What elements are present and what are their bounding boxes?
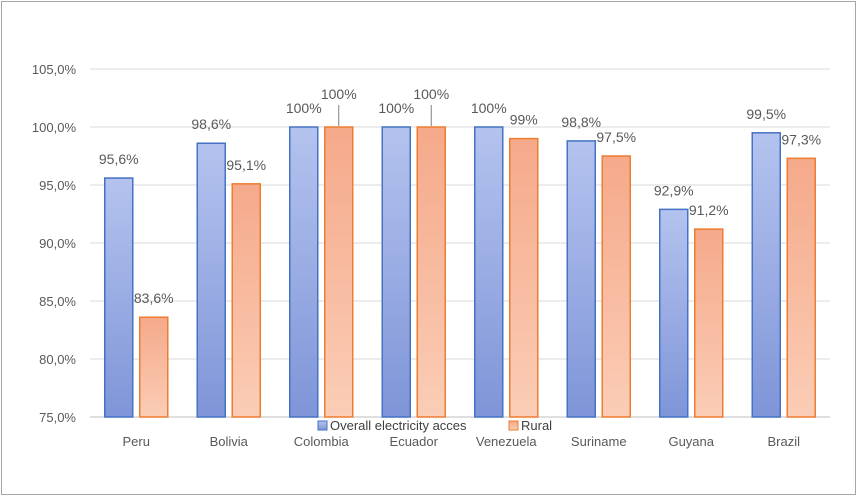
bar-overall-guyana (659, 208, 689, 418)
data-label: 100% (413, 86, 449, 102)
bar-overall-bolivia (196, 142, 226, 418)
x-tick-label: Guyana (668, 434, 714, 449)
bar-rural-colombia (324, 126, 354, 418)
y-tick-label: 75,0% (39, 410, 76, 425)
data-label: 95,1% (226, 157, 266, 173)
bar-overall-peru (104, 177, 134, 418)
data-label: 92,9% (654, 182, 694, 198)
bar-rural-brazil (786, 157, 816, 418)
bar-overall-brazil (751, 132, 781, 418)
x-tick-label: Brazil (767, 434, 800, 449)
x-tick-label: Suriname (571, 434, 627, 449)
legend-label-overall: Overall electricity acces (330, 418, 467, 433)
y-tick-label: 90,0% (39, 236, 76, 251)
data-label: 100% (378, 100, 414, 116)
data-label: 99% (510, 112, 538, 128)
legend-swatch-rural (508, 420, 519, 431)
bar-overall-venezuela (474, 126, 504, 418)
y-axis-ticks: 75,0% 80,0% 85,0% 90,0% 95,0% 100,0% 105,0% (32, 62, 77, 425)
bar-rural-guyana (694, 228, 724, 418)
x-axis-ticks: Peru Bolivia Colombia Ecuador Venezuela Surin… (123, 434, 801, 449)
x-tick-label: Colombia (294, 434, 350, 449)
x-tick-label: Bolivia (210, 434, 249, 449)
data-label: 100% (471, 100, 507, 116)
bar-rural-suriname (601, 155, 631, 418)
legend-swatch-overall (317, 420, 328, 431)
data-label: 97,3% (781, 131, 821, 147)
y-tick-label: 80,0% (39, 352, 76, 367)
legend: Overall electricity acces Rural (317, 418, 552, 433)
x-tick-label: Ecuador (390, 434, 439, 449)
bars (104, 126, 816, 418)
legend-label-rural: Rural (521, 418, 552, 433)
data-label: 98,8% (561, 114, 601, 130)
x-tick-label: Peru (123, 434, 150, 449)
data-label: 97,5% (596, 129, 636, 145)
y-tick-label: 85,0% (39, 294, 76, 309)
data-label: 100% (286, 100, 322, 116)
bar-overall-colombia (289, 126, 319, 418)
bar-rural-peru (139, 316, 169, 418)
y-tick-label: 105,0% (32, 62, 77, 77)
data-label: 91,2% (689, 202, 729, 218)
bar-rural-ecuador (416, 126, 446, 418)
data-label: 100% (321, 86, 357, 102)
data-label: 98,6% (191, 116, 231, 132)
bar-overall-suriname (566, 140, 596, 418)
x-tick-label: Venezuela (476, 434, 537, 449)
bar-overall-ecuador (381, 126, 411, 418)
bar-rural-bolivia (231, 183, 261, 418)
y-tick-label: 100,0% (32, 120, 77, 135)
data-label: 83,6% (134, 290, 174, 306)
bar-rural-venezuela (509, 137, 539, 418)
y-tick-label: 95,0% (39, 178, 76, 193)
data-label: 95,6% (99, 151, 139, 167)
data-labels: 95,6%83,6%98,6%95,1%100%100%100%100%100%… (99, 86, 821, 306)
data-label: 99,5% (746, 106, 786, 122)
